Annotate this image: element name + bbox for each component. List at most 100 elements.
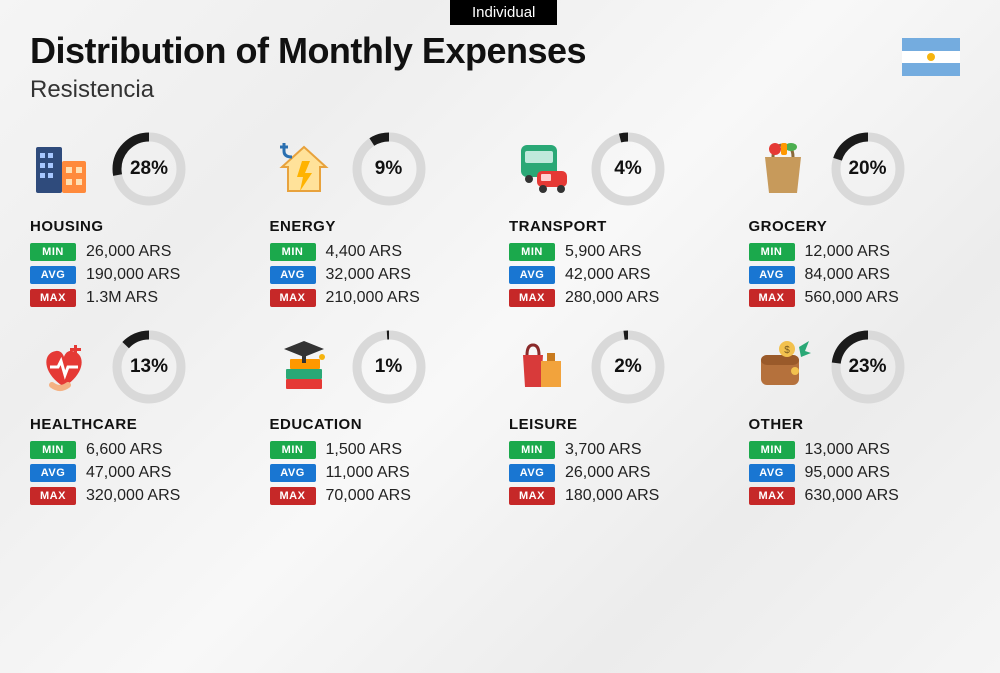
avg-badge: AVG [749, 266, 795, 284]
page-title: Distribution of Monthly Expenses [30, 30, 970, 72]
stat-row-min: MIN 5,900 ARS [509, 243, 731, 261]
avg-value: 11,000 ARS [326, 464, 410, 482]
stat-row-min: MIN 6,600 ARS [30, 441, 252, 459]
avg-badge: AVG [509, 266, 555, 284]
avg-value: 84,000 ARS [805, 266, 890, 284]
category-card: 28% HOUSING MIN 26,000 ARS AVG 190,000 A… [30, 132, 252, 312]
category-name: GROCERY [749, 218, 971, 235]
max-badge: MAX [749, 289, 795, 307]
percent-ring: 4% [591, 132, 665, 206]
max-value: 70,000 ARS [326, 487, 411, 505]
percent-label: 2% [614, 356, 641, 378]
min-value: 12,000 ARS [805, 243, 890, 261]
min-value: 4,400 ARS [326, 243, 403, 261]
avg-value: 42,000 ARS [565, 266, 650, 284]
min-value: 3,700 ARS [565, 441, 642, 459]
stat-row-min: MIN 1,500 ARS [270, 441, 492, 459]
avg-value: 26,000 ARS [565, 464, 650, 482]
max-badge: MAX [30, 487, 76, 505]
percent-label: 1% [375, 356, 402, 378]
category-name: ENERGY [270, 218, 492, 235]
category-grid: 28% HOUSING MIN 26,000 ARS AVG 190,000 A… [0, 104, 1000, 510]
percent-label: 4% [614, 158, 641, 180]
stat-row-min: MIN 3,700 ARS [509, 441, 731, 459]
min-badge: MIN [30, 441, 76, 459]
avg-value: 95,000 ARS [805, 464, 890, 482]
svg-text:$: $ [784, 345, 790, 356]
subtitle: Resistencia [30, 76, 970, 104]
category-card: 1% EDUCATION MIN 1,500 ARS AVG 11,000 AR… [270, 330, 492, 510]
avg-value: 47,000 ARS [86, 464, 171, 482]
stat-row-avg: AVG 84,000 ARS [749, 266, 971, 284]
min-badge: MIN [509, 243, 555, 261]
stat-row-avg: AVG 32,000 ARS [270, 266, 492, 284]
tab-badge: Individual [450, 0, 557, 25]
category-card: $ 23% OTHER MIN 13,000 ARS AVG 95,000 AR… [749, 330, 971, 510]
min-badge: MIN [270, 243, 316, 261]
category-name: OTHER [749, 416, 971, 433]
category-card: 4% TRANSPORT MIN 5,900 ARS AVG 42,000 AR… [509, 132, 731, 312]
percent-label: 9% [375, 158, 402, 180]
max-badge: MAX [509, 487, 555, 505]
min-badge: MIN [30, 243, 76, 261]
avg-value: 190,000 ARS [86, 266, 180, 284]
min-badge: MIN [270, 441, 316, 459]
category-card: 2% LEISURE MIN 3,700 ARS AVG 26,000 ARS … [509, 330, 731, 510]
percent-ring: 13% [112, 330, 186, 404]
stat-row-min: MIN 26,000 ARS [30, 243, 252, 261]
min-badge: MIN [749, 243, 795, 261]
max-badge: MAX [270, 487, 316, 505]
stat-row-max: MAX 70,000 ARS [270, 487, 492, 505]
max-value: 320,000 ARS [86, 487, 180, 505]
stat-row-min: MIN 13,000 ARS [749, 441, 971, 459]
percent-ring: 28% [112, 132, 186, 206]
max-value: 1.3M ARS [86, 289, 158, 307]
min-value: 13,000 ARS [805, 441, 890, 459]
avg-badge: AVG [749, 464, 795, 482]
other-icon: $ [749, 333, 817, 401]
category-card: 9% ENERGY MIN 4,400 ARS AVG 32,000 ARS M… [270, 132, 492, 312]
stat-row-avg: AVG 190,000 ARS [30, 266, 252, 284]
min-value: 6,600 ARS [86, 441, 163, 459]
min-value: 5,900 ARS [565, 243, 642, 261]
max-value: 210,000 ARS [326, 289, 420, 307]
stat-row-min: MIN 4,400 ARS [270, 243, 492, 261]
max-badge: MAX [509, 289, 555, 307]
category-name: HOUSING [30, 218, 252, 235]
percent-label: 20% [848, 158, 886, 180]
stat-row-avg: AVG 11,000 ARS [270, 464, 492, 482]
max-badge: MAX [749, 487, 795, 505]
stat-row-max: MAX 560,000 ARS [749, 289, 971, 307]
max-value: 180,000 ARS [565, 487, 659, 505]
min-value: 1,500 ARS [326, 441, 403, 459]
max-badge: MAX [270, 289, 316, 307]
energy-icon [270, 135, 338, 203]
education-icon [270, 333, 338, 401]
percent-label: 28% [130, 158, 168, 180]
stat-row-avg: AVG 95,000 ARS [749, 464, 971, 482]
min-badge: MIN [509, 441, 555, 459]
stat-row-max: MAX 1.3M ARS [30, 289, 252, 307]
stat-row-max: MAX 320,000 ARS [30, 487, 252, 505]
category-name: HEALTHCARE [30, 416, 252, 433]
leisure-icon [509, 333, 577, 401]
grocery-icon [749, 135, 817, 203]
housing-icon [30, 135, 98, 203]
category-name: TRANSPORT [509, 218, 731, 235]
healthcare-icon [30, 333, 98, 401]
percent-label: 23% [848, 356, 886, 378]
avg-badge: AVG [30, 464, 76, 482]
percent-ring: 2% [591, 330, 665, 404]
stat-row-max: MAX 180,000 ARS [509, 487, 731, 505]
stat-row-avg: AVG 42,000 ARS [509, 266, 731, 284]
stat-row-avg: AVG 26,000 ARS [509, 464, 731, 482]
percent-ring: 1% [352, 330, 426, 404]
stat-row-max: MAX 630,000 ARS [749, 487, 971, 505]
avg-badge: AVG [270, 464, 316, 482]
avg-badge: AVG [30, 266, 76, 284]
category-card: 20% GROCERY MIN 12,000 ARS AVG 84,000 AR… [749, 132, 971, 312]
category-name: LEISURE [509, 416, 731, 433]
transport-icon [509, 135, 577, 203]
max-badge: MAX [30, 289, 76, 307]
percent-ring: 23% [831, 330, 905, 404]
